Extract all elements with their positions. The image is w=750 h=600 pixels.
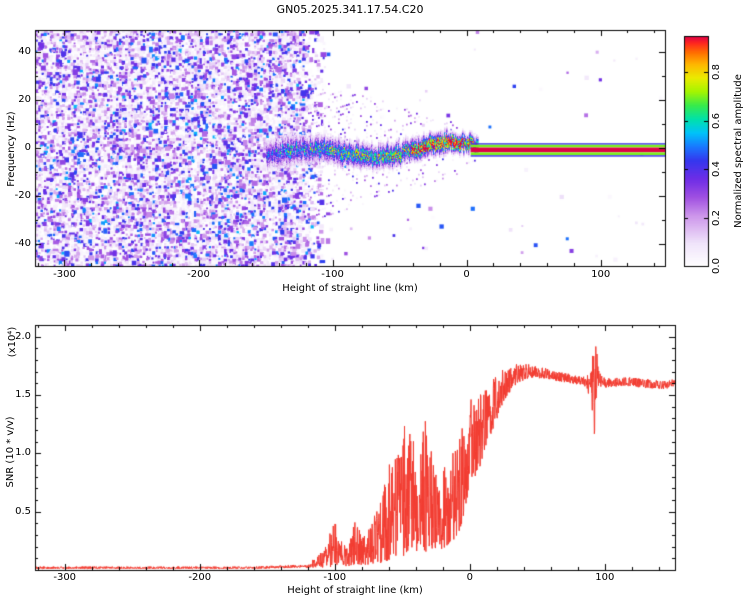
- spectrogram-x-tick-label: -200: [187, 269, 210, 280]
- spectrogram-x-tick-label: -300: [53, 269, 76, 280]
- snr-y-tick-label: 0.5: [15, 505, 31, 517]
- colorbar-tick-label: 0.0: [711, 258, 722, 274]
- snr-x-tick-label: -100: [323, 572, 347, 583]
- snr-y-tick-label: 1.5: [15, 389, 31, 400]
- spectrogram-y-tick-label: -20: [14, 190, 31, 202]
- spectrogram-xaxis-label: Height of straight line (km): [282, 283, 418, 294]
- snr-xaxis-label: Height of straight line (km): [287, 585, 423, 596]
- spectrogram-y-tick-label: 20: [18, 93, 31, 105]
- snr-x-tick-label: -200: [188, 572, 212, 583]
- spectrogram-y-tick-label: -40: [14, 238, 31, 250]
- colorbar-tick-label: 0.4: [711, 161, 722, 178]
- spectrogram-x-tick-label: 0: [463, 269, 470, 280]
- spectrogram-y-tick-label: 40: [18, 45, 31, 57]
- snr-y-tick-label: 1.0: [15, 447, 31, 459]
- colorbar-tick-label: 0.8: [711, 64, 722, 81]
- snr-x-tick-label: -300: [53, 572, 77, 583]
- figure-title: GN05.2025.341.17.54.C20: [276, 3, 424, 16]
- snr-x-tick-label: 0: [466, 572, 473, 583]
- spectrogram-yaxis-label: Frequency (Hz): [6, 111, 17, 187]
- spectrogram-x-tick-label: -100: [321, 269, 344, 280]
- spectrogram-y-tick-label: 0: [24, 142, 31, 153]
- colorbar-tick-label: 0.6: [711, 112, 722, 129]
- snr-y-tick-label: 2.0: [15, 330, 31, 342]
- snr-x-tick-label: 100: [595, 572, 615, 583]
- colorbar-label: Normalized spectral amplitude: [733, 74, 744, 228]
- spectrogram-x-tick-label: 100: [591, 269, 611, 280]
- colorbar-tick-label: 0.2: [711, 209, 722, 226]
